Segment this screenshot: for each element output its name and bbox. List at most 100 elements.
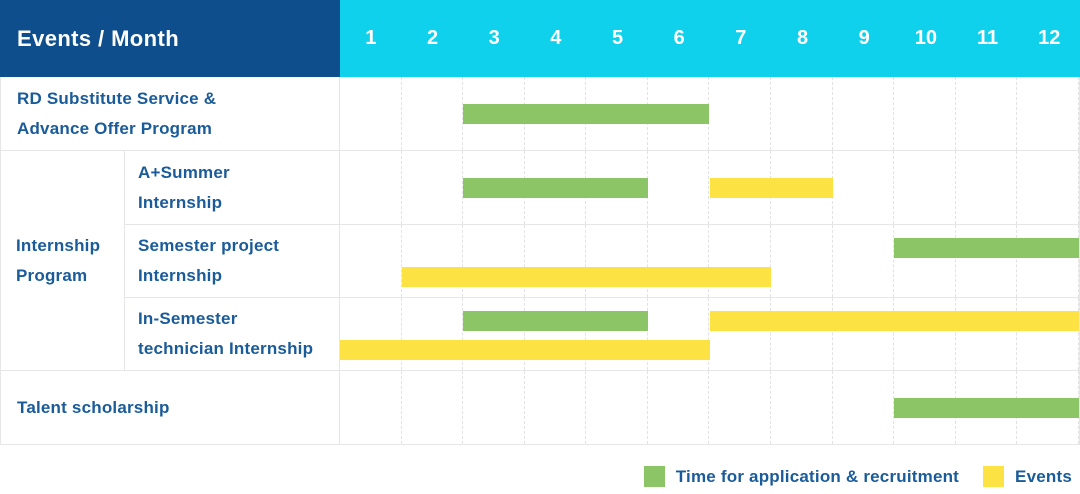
row-timeline <box>340 151 1079 224</box>
group-label-cell: Internship Program <box>1 151 125 370</box>
row-label-text: RD Substitute Service & <box>17 88 217 108</box>
month-grid-column <box>833 298 895 370</box>
month-grid-column <box>1017 225 1079 297</box>
legend-label-events: Events <box>1015 466 1072 486</box>
month-grid-column <box>1017 151 1079 224</box>
gantt-row: RD Substitute Service & Advance Offer Pro… <box>1 77 1079 150</box>
month-grid-column <box>525 225 587 297</box>
row-label-text: Advance Offer Program <box>17 118 213 138</box>
events-bar <box>401 267 772 287</box>
month-header-cell-11: 11 <box>976 27 999 49</box>
month-grid-column <box>956 151 1018 224</box>
month-grid-column <box>709 298 772 370</box>
row-label-text: Semester project <box>138 236 280 255</box>
gantt-chart: Events / Month 1 2 3 4 5 6 7 8 9 10 11 12 RD Substi… <box>0 0 1080 445</box>
month-grid-column <box>894 298 956 370</box>
row-timeline <box>340 298 1079 370</box>
month-grid-column <box>771 371 833 444</box>
month-header-cell-8: 8 <box>796 27 809 49</box>
month-grid-column <box>956 225 1018 297</box>
row-timeline <box>340 371 1079 444</box>
month-grid-column <box>402 225 464 297</box>
gantt-body: RD Substitute Service & Advance Offer Pro… <box>0 77 1080 445</box>
month-grid-column <box>956 298 1018 370</box>
month-grid-column <box>463 371 525 444</box>
row-section: RD Substitute Service & Advance Offer Pro… <box>1 77 1079 150</box>
gantt-row: Semester project Internship <box>125 224 1079 297</box>
recruitment-bar <box>894 397 1079 418</box>
group-rows: A+Summer Internship Semester project Intern… <box>125 151 1079 370</box>
row-label-text: A+Summer <box>138 162 230 182</box>
month-grid-column <box>833 225 895 297</box>
row-label-text: In-Semester <box>138 309 238 328</box>
month-header-cell-7: 7 <box>735 27 747 49</box>
month-grid-column <box>648 371 710 444</box>
month-grid-column <box>402 371 464 444</box>
month-grid-column <box>586 371 648 444</box>
month-grid-column <box>709 77 772 150</box>
month-grid-column <box>1017 298 1079 370</box>
group-label-text: Program <box>16 265 88 285</box>
month-grid-column <box>340 371 402 444</box>
month-grid-column <box>586 225 648 297</box>
month-header-cell-9: 9 <box>858 27 870 49</box>
month-header-cell-5: 5 <box>611 27 624 49</box>
month-header-cell-12: 12 <box>1038 27 1061 49</box>
month-grid-column <box>894 77 956 150</box>
row-label-cell: In-Semester technician Internship <box>125 298 340 370</box>
month-grid-column <box>833 77 895 150</box>
month-header-cell-6: 6 <box>673 27 685 49</box>
legend-swatch-events <box>983 466 1005 487</box>
month-header-row: 1 2 3 4 5 6 7 8 9 10 11 12 <box>340 0 1080 77</box>
row-section: Talent scholarship <box>1 370 1079 444</box>
gantt-row: A+Summer Internship <box>125 151 1079 224</box>
row-label-cell: A+Summer Internship <box>125 151 340 224</box>
legend-swatch-recruitment <box>643 466 665 487</box>
month-grid-column <box>709 225 772 297</box>
month-grid-column <box>771 298 833 370</box>
month-grid-column <box>525 298 587 370</box>
month-header-cell-3: 3 <box>488 27 500 49</box>
month-grid-column <box>340 225 402 297</box>
row-timeline <box>340 225 1079 297</box>
row-label-text: technician Internship <box>138 339 314 358</box>
month-header-cell-1: 1 <box>365 27 377 49</box>
row-label-text: Internship <box>138 266 223 285</box>
row-label-cell: RD Substitute Service & Advance Offer Pro… <box>1 77 340 150</box>
month-grid-column <box>771 77 833 150</box>
month-grid-column <box>771 225 833 297</box>
month-grid-column <box>956 77 1018 150</box>
row-group-internship-program: Internship Program A+Summer Internship Semes… <box>1 150 1079 370</box>
month-grid-column <box>463 298 525 370</box>
month-grid-column <box>402 151 464 224</box>
month-grid-column <box>648 298 710 370</box>
month-header-cell-4: 4 <box>550 27 562 49</box>
month-grid-column <box>340 77 402 150</box>
legend-label-recruitment: Time for application & recruitment <box>675 466 960 486</box>
month-grid-column <box>833 371 895 444</box>
month-grid-column <box>1017 77 1079 150</box>
row-label-text: Internship <box>138 192 223 212</box>
events-bar <box>709 177 833 198</box>
month-grid-column <box>709 371 772 444</box>
recruitment-bar <box>463 177 648 198</box>
row-timeline <box>340 77 1079 150</box>
month-grid-column <box>894 225 956 297</box>
month-grid-column <box>525 371 587 444</box>
events-month-header-label: Events / Month <box>0 0 340 77</box>
month-grid-column <box>894 151 956 224</box>
month-grid-column <box>463 225 525 297</box>
events-bar <box>709 311 1079 331</box>
month-grid-column <box>340 151 402 224</box>
legend: Time for application & recruitment Events <box>0 466 1080 487</box>
row-label-text: Talent scholarship <box>17 397 170 417</box>
month-grid-column <box>648 225 710 297</box>
group-label-text: Internship <box>16 235 101 255</box>
header-row: Events / Month 1 2 3 4 5 6 7 8 9 10 11 12 <box>0 0 1080 77</box>
gantt-row: In-Semester technician Internship <box>125 297 1079 370</box>
recruitment-bar <box>894 238 1079 258</box>
month-grid-column <box>648 151 710 224</box>
legend-item-events: Events <box>983 466 1072 487</box>
recruitment-bar <box>463 311 648 331</box>
recruitment-bar <box>463 103 710 124</box>
